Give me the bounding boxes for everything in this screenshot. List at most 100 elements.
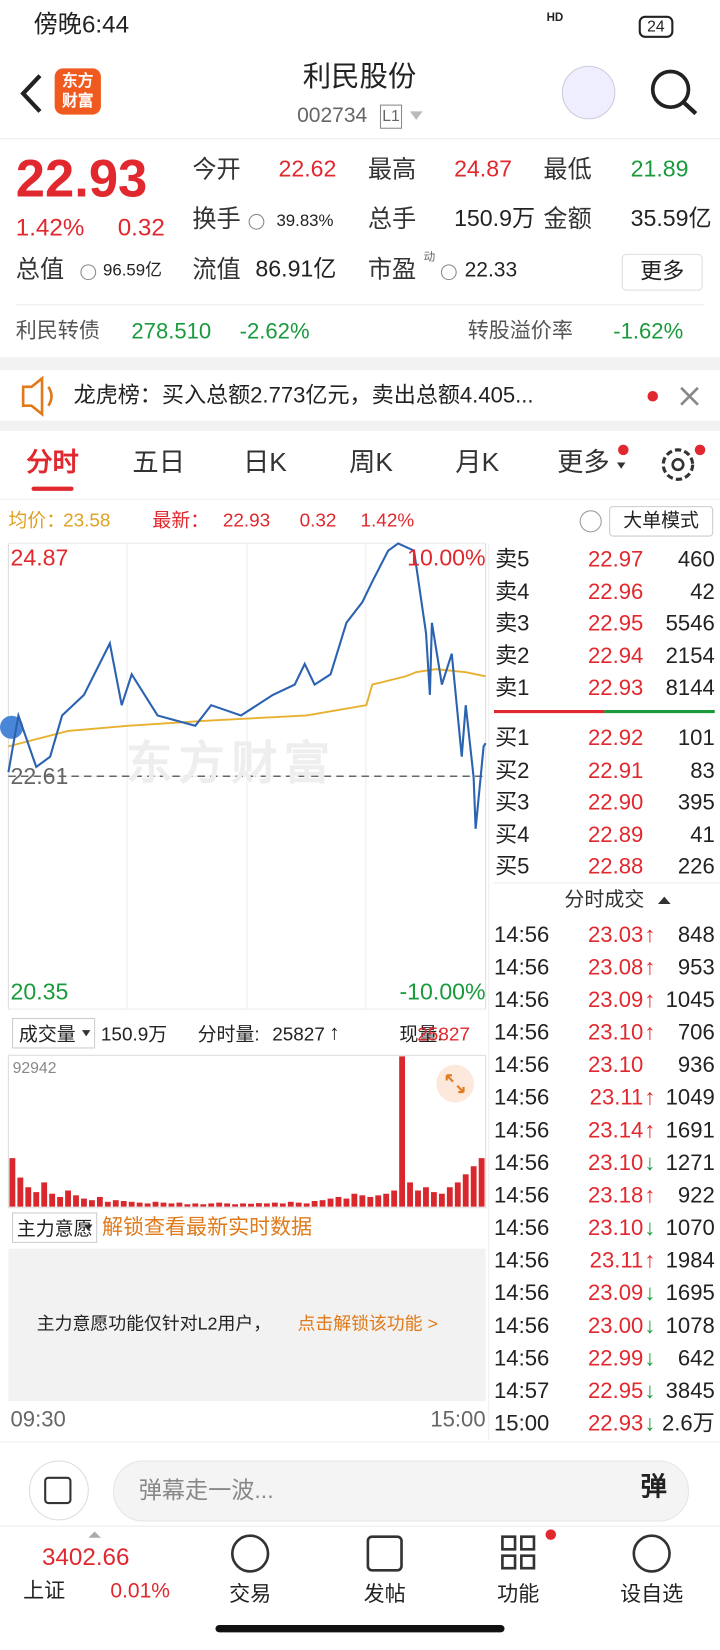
trade-vol: 706 [677, 1020, 715, 1045]
volume-bar [17, 1177, 24, 1207]
intent-select[interactable]: 主力意愿 [16, 1218, 93, 1240]
trade-dir: ↓ [644, 1313, 656, 1339]
nav-item[interactable]: 交易 [229, 1582, 272, 1607]
trade-vol: 922 [677, 1183, 715, 1208]
search-icon[interactable] [650, 69, 691, 110]
info-icon[interactable] [80, 264, 97, 281]
dropdown[interactable] [409, 111, 423, 120]
volume-bar [359, 1195, 366, 1207]
volume-bar [57, 1196, 64, 1207]
function-icon[interactable] [501, 1535, 536, 1570]
avatar[interactable] [561, 65, 616, 120]
y-tick-label: 20.35 [10, 978, 69, 1005]
trade-time: 14:56 [494, 988, 550, 1013]
trade-dir: ↑ [644, 1248, 656, 1273]
trade-time: 14:56 [494, 1313, 550, 1339]
settings-icon[interactable] [661, 448, 695, 481]
volume-bar [470, 1166, 477, 1207]
back-icon[interactable] [20, 74, 42, 113]
notice[interactable]: 龙虎榜：买入总额2.773亿元，卖出总额4.405... [73, 383, 534, 408]
book-label: 卖5 [495, 547, 530, 572]
volume-bar [295, 1202, 302, 1207]
info-icon[interactable] [440, 264, 457, 281]
trade-vol: 3845 [665, 1379, 715, 1404]
volume-bar [263, 1203, 270, 1207]
mode-button[interactable] [609, 506, 714, 537]
field-value: 150.9万 [454, 204, 536, 232]
volume-select[interactable] [12, 1017, 96, 1049]
home-indicator [215, 1625, 505, 1633]
trade-price: 23.10 [588, 1053, 644, 1078]
trade-dir: ↑ [644, 922, 656, 948]
tab[interactable]: 五日 [132, 447, 186, 478]
trade-icon[interactable] [230, 1534, 270, 1573]
book-price: 22.92 [588, 726, 644, 751]
book-vol: 83 [690, 758, 715, 783]
expand-icon[interactable] [436, 1064, 475, 1103]
more-button[interactable] [621, 253, 703, 291]
danmu-button[interactable]: 弹 [640, 1472, 667, 1503]
up-arrow [88, 1531, 101, 1538]
tab[interactable]: 分时 [26, 447, 79, 478]
index-name: 上证 [23, 1579, 66, 1603]
comment-input[interactable] [112, 1460, 689, 1522]
nav-item[interactable]: 发帖 [363, 1582, 406, 1607]
vol-select[interactable]: 成交量 [18, 1023, 76, 1045]
tab-underline [31, 486, 74, 491]
book-price: 22.88 [588, 854, 644, 879]
comment-icon[interactable] [28, 1460, 89, 1521]
dot [618, 444, 629, 456]
field-value: 39.83% [276, 212, 334, 231]
trade-price: 23.10 [588, 1216, 644, 1241]
trade-time: 14:56 [494, 1281, 550, 1306]
book-price: 22.93 [588, 675, 644, 701]
close-icon[interactable] [680, 386, 699, 406]
field-label: 换手 [192, 204, 241, 233]
avg-label: 均价： [8, 509, 66, 531]
index-value[interactable]: 3402.66 [42, 1543, 130, 1571]
info-icon[interactable] [248, 213, 265, 230]
avg-value: 23.58 [63, 509, 111, 531]
volume-frame [7, 1054, 487, 1209]
intent-link[interactable]: 点击解锁该功能 > [297, 1313, 438, 1334]
intent-select[interactable] [12, 1212, 98, 1243]
volume-bar [399, 1056, 406, 1207]
cb-name: 利民转债 [15, 319, 100, 343]
post-icon[interactable] [366, 1535, 403, 1572]
volume-bar [343, 1198, 350, 1207]
volume-bar [216, 1202, 223, 1207]
help-icon[interactable] [579, 510, 602, 533]
nav-item[interactable]: 设自选 [620, 1582, 684, 1607]
level: L1 [382, 107, 400, 126]
trade-time: 14:56 [494, 1118, 550, 1143]
book-vol: 101 [677, 726, 715, 751]
volume-bar [232, 1204, 239, 1207]
tab[interactable]: 周K [349, 447, 393, 478]
cb-premium[interactable]: -1.62% [613, 319, 684, 344]
intent-unlock[interactable]: 解锁查看最新实时数据 [101, 1216, 313, 1240]
stock-name: 利民股份 [302, 60, 417, 93]
level-box [379, 104, 403, 129]
trade-price: 23.10 [588, 1020, 644, 1045]
tab[interactable]: 月K [455, 447, 500, 478]
volume-bar [104, 1201, 111, 1207]
trade-vol: 1691 [665, 1118, 715, 1143]
volume-bar [112, 1200, 119, 1207]
volume-bar [367, 1196, 374, 1207]
price-line [8, 668, 486, 748]
volume-bar [446, 1187, 453, 1207]
nav-item[interactable]: 功能 [497, 1582, 540, 1607]
volume-bar [200, 1204, 207, 1207]
trade-vol: 1049 [665, 1085, 715, 1110]
book-vol: 41 [690, 822, 715, 847]
tab[interactable]: 更多 [557, 447, 610, 478]
comment-placeholder[interactable]: 弹幕走一波... [138, 1476, 274, 1504]
watchlist-icon[interactable] [632, 1534, 671, 1573]
mode-label[interactable]: 大单模式 [623, 509, 699, 531]
book-vol: 2154 [665, 643, 715, 668]
more-button-label[interactable]: 更多 [640, 259, 685, 284]
trades-title: 分时成交 [564, 889, 645, 912]
tab[interactable]: 日K [242, 447, 287, 478]
network: HD [546, 11, 564, 25]
latest-label: 最新： [152, 509, 210, 531]
